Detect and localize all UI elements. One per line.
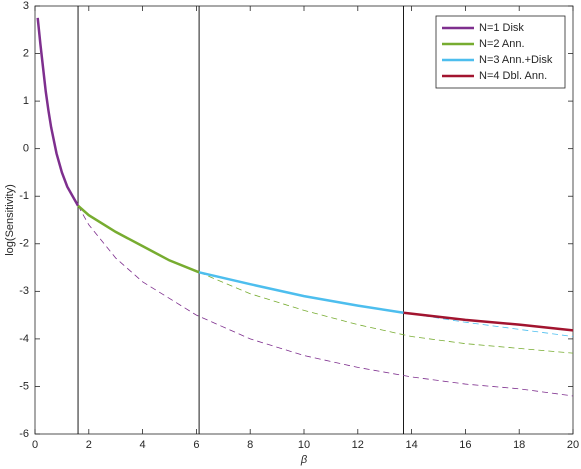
legend-label: N=3 Ann.+Disk xyxy=(479,54,553,66)
x-tick-label: 14 xyxy=(405,439,417,451)
y-tick-label: 0 xyxy=(23,143,29,155)
x-tick-label: 8 xyxy=(247,439,253,451)
x-axis-label: β xyxy=(300,454,308,466)
x-tick-label: 4 xyxy=(140,439,146,451)
legend-label: N=1 Disk xyxy=(479,22,524,34)
x-tick-label: 2 xyxy=(86,439,92,451)
x-tick-label: 10 xyxy=(298,439,310,451)
x-tick-label: 18 xyxy=(513,439,525,451)
y-axis-label: log(Sensitivity) xyxy=(4,184,16,256)
x-tick-label: 20 xyxy=(567,439,579,451)
line xyxy=(77,204,200,274)
y-tick-label: -2 xyxy=(19,238,29,250)
y-tick-label: -1 xyxy=(19,190,29,202)
legend-label: N=2 Ann. xyxy=(479,38,525,50)
line xyxy=(36,17,80,207)
x-tick-label: 6 xyxy=(193,439,199,451)
line xyxy=(198,271,404,314)
y-tick-label: -5 xyxy=(19,380,29,392)
legend-label: N=4 Dbl. Ann. xyxy=(479,70,547,82)
y-tick-label: 3 xyxy=(23,0,29,12)
dashed-line xyxy=(198,271,574,354)
line xyxy=(403,311,574,332)
y-tick-label: -6 xyxy=(19,428,29,440)
dashed-line xyxy=(77,205,574,397)
y-tick-label: 2 xyxy=(23,47,29,59)
x-tick-label: 16 xyxy=(459,439,471,451)
y-tick-label: 1 xyxy=(23,95,29,107)
y-tick-label: -3 xyxy=(19,285,29,297)
y-tick-label: -4 xyxy=(19,333,29,345)
x-tick-label: 0 xyxy=(32,439,38,451)
x-tick-label: 12 xyxy=(352,439,364,451)
